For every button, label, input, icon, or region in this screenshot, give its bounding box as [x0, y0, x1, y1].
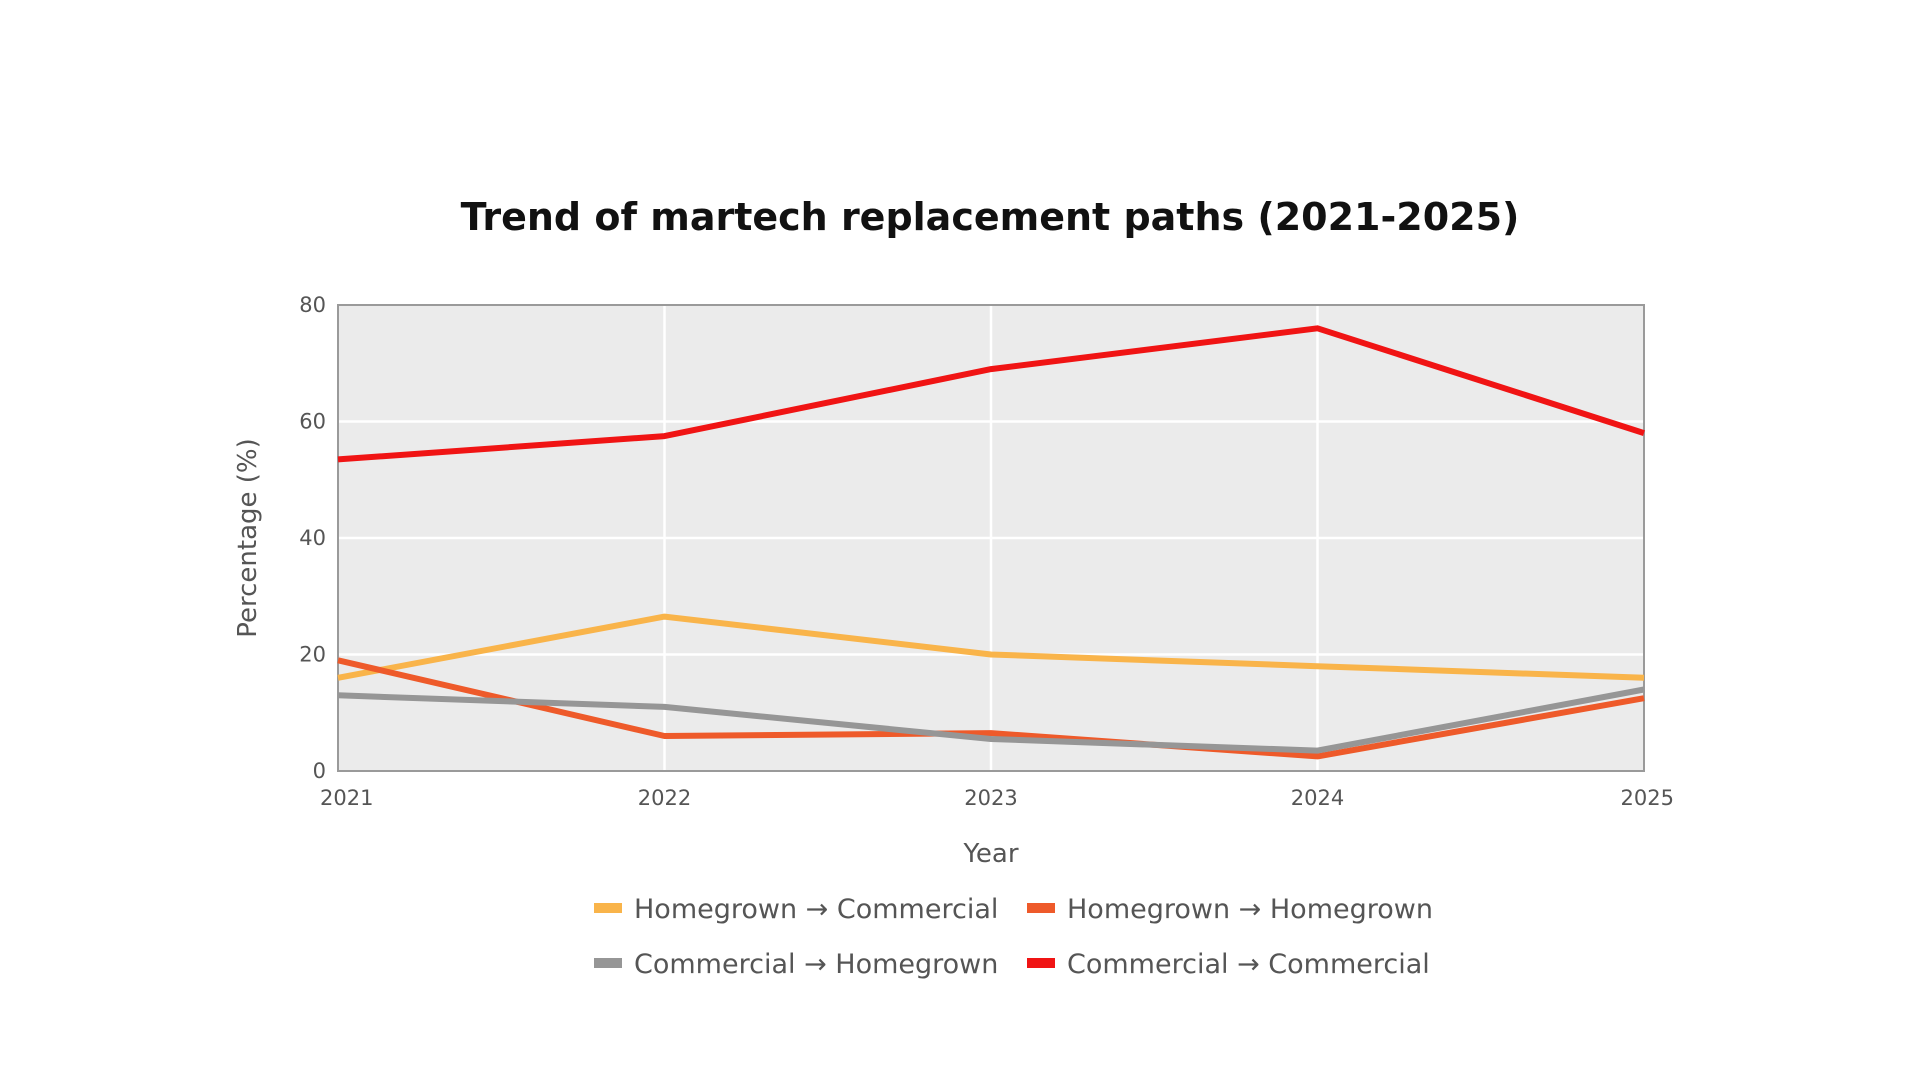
legend-label: Homegrown → Homegrown [1067, 894, 1433, 925]
x-tick-label: 2023 [964, 786, 1017, 810]
gridlines [338, 305, 1644, 771]
plot-border [337, 304, 1645, 772]
legend-swatch [1027, 903, 1055, 913]
series-line [337, 613, 1645, 681]
x-tick-label: 2025 [1621, 786, 1674, 810]
y-tick-label: 60 [299, 410, 326, 434]
y-axis-label: Percentage (%) [233, 438, 263, 638]
x-tick-label: 2022 [638, 786, 691, 810]
y-tick-label: 0 [313, 759, 326, 783]
legend-label: Commercial → Homegrown [634, 949, 998, 980]
series-line [337, 325, 1645, 463]
legend-swatch [1027, 958, 1055, 968]
series-line [337, 657, 1645, 760]
legend-swatch [594, 958, 622, 968]
legend-swatch [594, 903, 622, 913]
y-tick-label: 80 [299, 293, 326, 317]
x-tick-label: 2024 [1291, 786, 1344, 810]
x-axis-label: Year [962, 839, 1018, 869]
x-axis-ticks: 2021 2022 2023 2024 2025 [320, 786, 1674, 810]
y-axis-ticks: 0 20 40 60 80 [299, 293, 326, 783]
y-tick-label: 20 [299, 643, 326, 667]
y-tick-label: 40 [299, 526, 326, 550]
legend-label: Homegrown → Commercial [634, 894, 998, 925]
series-lines [337, 325, 1645, 760]
x-tick-label: 2021 [320, 786, 373, 810]
chart-title: Trend of martech replacement paths (2021… [461, 195, 1520, 239]
series-line [337, 686, 1645, 754]
legend-label: Commercial → Commercial [1067, 949, 1430, 980]
legend: Homegrown → Commercial Homegrown → Homegr… [594, 894, 1433, 980]
